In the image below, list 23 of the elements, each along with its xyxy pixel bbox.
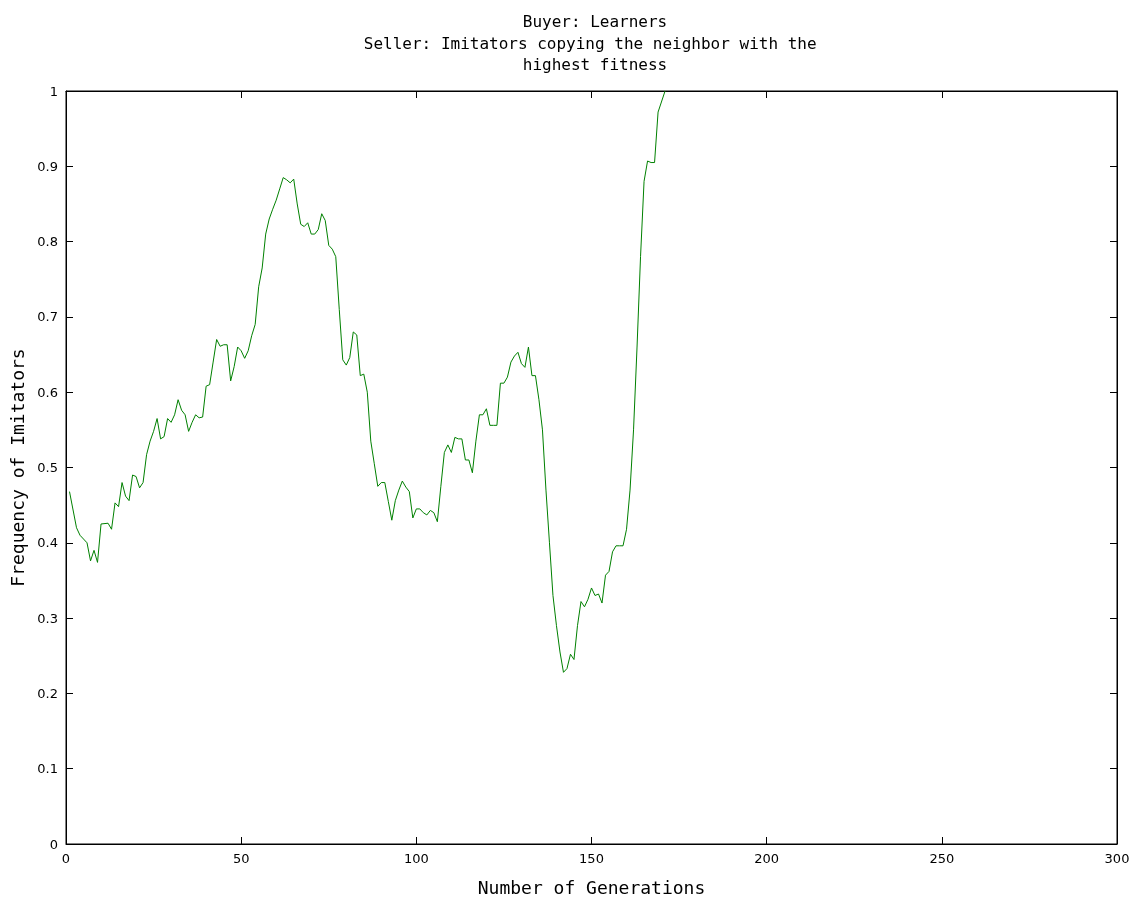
chart-title: Buyer: Learners xyxy=(522,11,668,31)
y-tick-label: 0.8 xyxy=(37,234,58,250)
x-tick-label: 0 xyxy=(61,851,71,866)
x-tick-label: 250 xyxy=(929,851,955,866)
y-tick-label: 0.3 xyxy=(37,610,58,626)
x-tick-label: 200 xyxy=(754,851,780,866)
y-tick-label: 1 xyxy=(49,83,58,99)
y-tick-label: 0.6 xyxy=(37,384,58,400)
y-tick-label: 0 xyxy=(49,836,58,852)
x-tick-label: 100 xyxy=(403,851,429,866)
y-tick-label: 0.7 xyxy=(37,309,58,325)
y-tick-label: 0.4 xyxy=(37,535,58,551)
x-axis-title: Number of Generations xyxy=(477,876,706,898)
chart-subtitle: Seller: Imitators copying the neighbor with the highest fitness xyxy=(363,34,827,74)
y-axis-title: Frequency of Imitators xyxy=(6,348,28,587)
y-tick-label: 0.5 xyxy=(37,460,58,475)
y-tick-label: 0.9 xyxy=(37,158,58,174)
line-series xyxy=(69,90,666,673)
x-tick-label: 50 xyxy=(232,851,250,866)
y-tick-label: 0.1 xyxy=(37,761,58,777)
x-tick-label: 300 xyxy=(1104,851,1130,866)
x-tick-label: 150 xyxy=(579,851,604,866)
y-tick-label: 0.2 xyxy=(37,685,58,701)
